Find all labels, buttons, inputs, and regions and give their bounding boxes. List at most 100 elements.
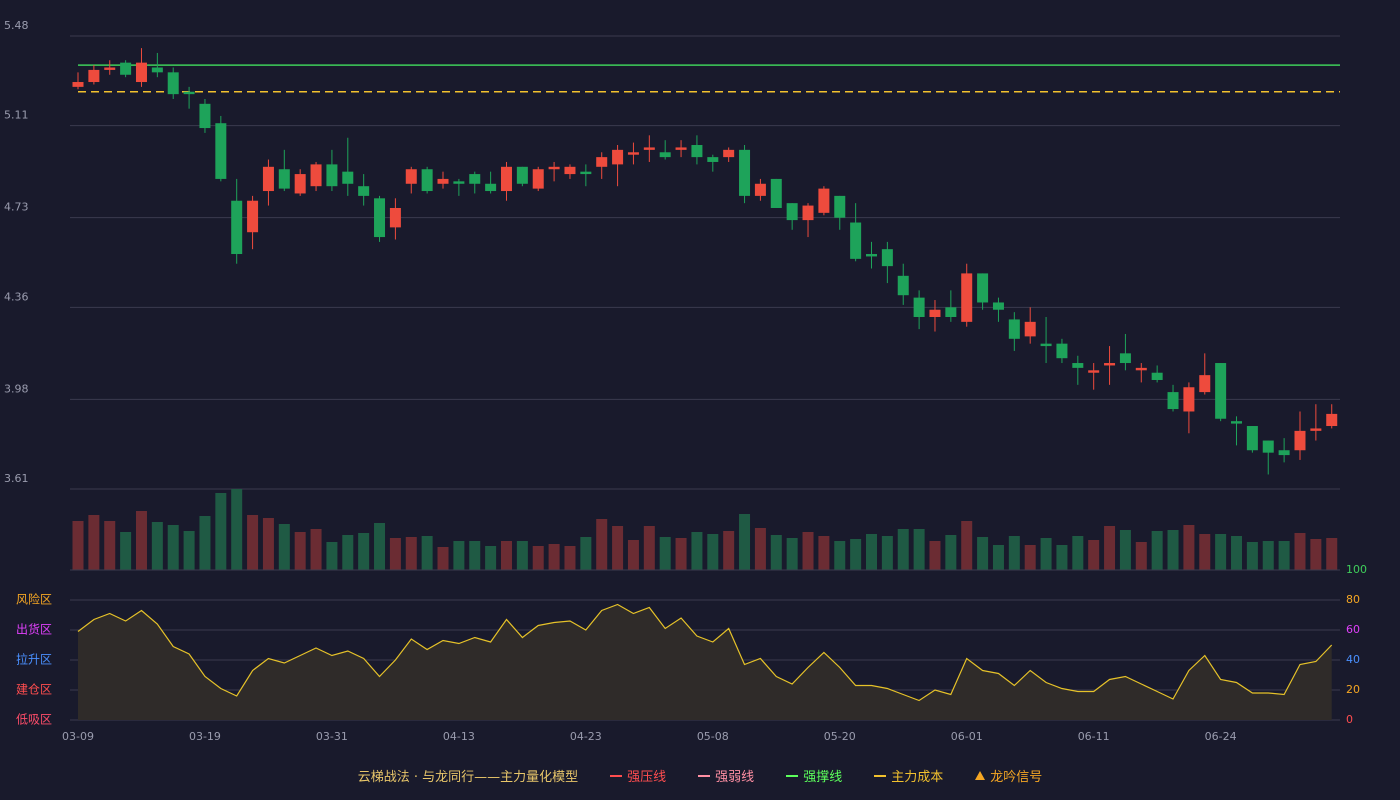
volume-bar	[612, 526, 624, 570]
y-tick-label: 3.98	[4, 382, 29, 395]
legend-label: 龙吟信号	[990, 770, 1043, 785]
candle-body	[1199, 375, 1211, 393]
volume-bar	[199, 516, 211, 570]
volume-bar	[485, 546, 497, 570]
candle-body	[215, 123, 227, 179]
candle-body	[1135, 367, 1147, 371]
candle-body	[612, 149, 624, 165]
volume-bar	[421, 536, 433, 570]
y2-tick-label: 60	[1346, 623, 1360, 636]
volume-bar	[1135, 542, 1147, 570]
candle-body	[548, 166, 560, 170]
volume-bar	[723, 531, 735, 570]
volume-bar	[675, 538, 687, 570]
volume-bar	[627, 540, 639, 570]
volume-bar	[1056, 545, 1068, 570]
candle-body	[992, 302, 1004, 310]
y2-tick-label: 0	[1346, 713, 1353, 726]
volume-bar	[374, 523, 386, 570]
candle-body	[1262, 440, 1274, 453]
candle-body	[358, 186, 370, 196]
x-tick-label: 05-08	[697, 730, 729, 743]
candle-body	[88, 69, 100, 83]
zone-label: 出货区	[16, 622, 52, 637]
legend-item[interactable]: 强撑线	[786, 766, 842, 785]
candle-body	[437, 178, 449, 184]
volume-bar	[405, 537, 417, 570]
x-tick-label: 03-09	[62, 730, 94, 743]
candle-body	[929, 309, 941, 318]
legend-item[interactable]: 龙吟信号	[975, 766, 1042, 785]
legend-marker	[698, 774, 711, 777]
x-tick-label: 05-20	[824, 730, 856, 743]
volume-bar	[1199, 534, 1211, 570]
candle-body	[1104, 363, 1116, 366]
volume-bar	[151, 522, 163, 570]
candle-body	[913, 297, 925, 318]
volume-bar	[850, 539, 862, 570]
volume-bar	[643, 526, 655, 570]
legend-item[interactable]: 强压线	[610, 766, 666, 785]
candle-body	[659, 152, 671, 158]
volume-bar	[326, 542, 338, 570]
candle-body	[469, 174, 481, 184]
candle-body	[199, 103, 211, 129]
legend-marker	[975, 771, 986, 780]
legend-label: 主力成本	[891, 770, 944, 785]
candle-body	[1072, 363, 1084, 368]
candle-body	[1246, 426, 1258, 451]
volume-bar	[1040, 538, 1052, 570]
volume-bar	[1008, 536, 1020, 570]
y2-tick-label: 40	[1346, 653, 1360, 666]
candle-body	[1008, 319, 1020, 339]
volume-bar	[120, 532, 132, 570]
candle-body	[1326, 413, 1338, 427]
volume-bar	[1072, 536, 1084, 570]
candle-body	[342, 171, 354, 184]
legend-item[interactable]: 主力成本	[874, 766, 943, 785]
legend-item[interactable]: 强弱线	[698, 766, 754, 785]
candle-body	[866, 254, 877, 257]
x-tick-label: 06-11	[1078, 730, 1110, 743]
legend-title: 云梯战法 · 与龙同行——主力量化模型	[357, 770, 579, 785]
volume-bar	[754, 528, 766, 570]
candle-body	[1024, 321, 1036, 337]
volume-bar	[1167, 530, 1179, 570]
volume-bar	[961, 521, 973, 570]
indicator-area	[78, 604, 1332, 720]
candle-body	[1088, 370, 1100, 373]
candle-body	[294, 174, 306, 194]
candle-body	[580, 171, 592, 175]
x-tick-label: 06-24	[1205, 730, 1237, 743]
volume-bar	[453, 541, 465, 570]
volume-bar	[992, 545, 1004, 570]
candle-body	[723, 149, 735, 158]
volume-bar	[691, 532, 703, 570]
candle-body	[770, 178, 782, 208]
candle-body	[1040, 343, 1052, 347]
candle-body	[453, 181, 465, 184]
legend-label: 强弱线	[715, 770, 755, 785]
volume-bar	[596, 519, 608, 570]
candle-body	[564, 166, 576, 175]
x-tick-label: 03-31	[316, 730, 348, 743]
candle-body	[945, 307, 957, 318]
volume-bar	[294, 532, 306, 570]
candle-body	[120, 62, 132, 75]
candle-body	[532, 169, 544, 189]
candle-body	[739, 149, 751, 196]
y2-tick-label: 100	[1346, 563, 1367, 576]
legend: 云梯战法 · 与龙同行——主力量化模型 强压线 强弱线 强撑线 主力成本 龙吟信号	[0, 766, 1400, 785]
volume-bar	[929, 541, 941, 570]
volume-bar	[945, 535, 957, 570]
candle-body	[1183, 387, 1195, 412]
volume-bar	[183, 531, 195, 570]
volume-bar	[770, 535, 782, 570]
volume-bar	[739, 514, 751, 570]
candle-body	[961, 273, 973, 322]
volume-bar	[310, 529, 322, 570]
candle-body	[167, 72, 179, 95]
legend-marker	[786, 774, 799, 777]
candle-body	[627, 152, 639, 155]
